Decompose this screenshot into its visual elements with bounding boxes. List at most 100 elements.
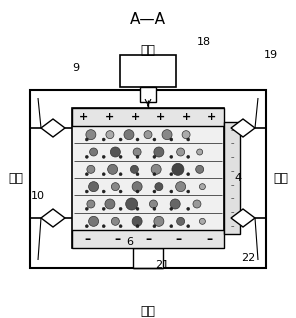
Bar — [224, 122, 240, 234]
Circle shape — [85, 225, 88, 228]
Text: –: – — [230, 168, 234, 174]
Text: +: + — [131, 112, 140, 122]
Circle shape — [170, 225, 173, 228]
Circle shape — [153, 138, 156, 141]
Circle shape — [111, 217, 119, 225]
Circle shape — [119, 173, 122, 176]
Bar — [72, 230, 224, 248]
Circle shape — [187, 190, 190, 193]
Text: +: + — [182, 112, 191, 122]
Circle shape — [136, 156, 139, 158]
Circle shape — [119, 225, 122, 228]
Circle shape — [170, 173, 173, 176]
Circle shape — [144, 131, 152, 139]
Polygon shape — [41, 119, 65, 137]
Circle shape — [102, 173, 105, 176]
Text: –: – — [230, 223, 234, 229]
Circle shape — [187, 173, 190, 176]
Circle shape — [170, 190, 173, 193]
Circle shape — [154, 147, 164, 157]
Text: –: – — [206, 232, 212, 245]
Circle shape — [85, 190, 88, 193]
Bar — [120, 55, 176, 87]
Circle shape — [162, 130, 172, 140]
Circle shape — [151, 164, 161, 174]
Text: –: – — [230, 182, 234, 188]
Text: 右侧: 右侧 — [273, 171, 288, 184]
Circle shape — [136, 207, 139, 210]
Circle shape — [187, 225, 190, 228]
Circle shape — [136, 225, 139, 228]
Circle shape — [89, 216, 99, 226]
Text: 19: 19 — [264, 50, 278, 60]
Circle shape — [200, 218, 205, 224]
Circle shape — [177, 217, 185, 225]
Text: 前侧: 前侧 — [141, 305, 155, 318]
Circle shape — [149, 200, 157, 208]
Text: 4: 4 — [234, 173, 242, 183]
Circle shape — [153, 207, 156, 210]
Circle shape — [170, 156, 173, 158]
Text: 6: 6 — [126, 237, 133, 247]
Circle shape — [155, 183, 163, 191]
Text: –: – — [230, 141, 234, 147]
Circle shape — [136, 138, 139, 141]
Circle shape — [153, 190, 156, 193]
Circle shape — [89, 182, 99, 192]
Circle shape — [133, 148, 141, 156]
Circle shape — [177, 148, 185, 156]
Circle shape — [196, 165, 204, 173]
Circle shape — [170, 138, 173, 141]
Circle shape — [110, 147, 120, 157]
Text: +: + — [156, 112, 165, 122]
Text: +: + — [105, 112, 114, 122]
Circle shape — [153, 156, 156, 158]
Text: 18: 18 — [197, 37, 211, 47]
Text: 22: 22 — [241, 253, 255, 263]
Circle shape — [119, 207, 122, 210]
Text: –: – — [230, 196, 234, 202]
Circle shape — [85, 156, 88, 158]
Text: –: – — [230, 155, 234, 160]
Circle shape — [136, 173, 139, 176]
Circle shape — [172, 163, 184, 175]
Text: –: – — [230, 127, 234, 133]
Circle shape — [119, 190, 122, 193]
Circle shape — [132, 216, 142, 226]
Text: A—A: A—A — [130, 12, 166, 27]
Circle shape — [176, 182, 186, 192]
Circle shape — [132, 182, 142, 192]
Circle shape — [182, 131, 190, 139]
Circle shape — [106, 131, 114, 139]
Text: 9: 9 — [73, 63, 80, 73]
Circle shape — [170, 207, 173, 210]
Text: 后侧: 后侧 — [141, 44, 155, 57]
Bar — [133, 248, 163, 268]
Text: +: + — [79, 112, 89, 122]
Circle shape — [187, 156, 190, 158]
Circle shape — [102, 207, 105, 210]
Text: –: – — [176, 232, 181, 245]
Circle shape — [90, 148, 98, 156]
Circle shape — [87, 200, 95, 208]
Circle shape — [200, 184, 205, 190]
Circle shape — [119, 156, 122, 158]
Circle shape — [102, 225, 105, 228]
Circle shape — [85, 138, 88, 141]
Circle shape — [153, 173, 156, 176]
Circle shape — [85, 173, 88, 176]
Circle shape — [193, 200, 201, 208]
Polygon shape — [231, 209, 255, 227]
Circle shape — [105, 199, 115, 209]
Circle shape — [102, 190, 105, 193]
Bar — [72, 108, 224, 126]
Circle shape — [187, 138, 190, 141]
Text: –: – — [115, 232, 120, 245]
Text: –: – — [230, 209, 234, 215]
Text: +: + — [207, 112, 217, 122]
Circle shape — [111, 183, 119, 191]
Text: 10: 10 — [31, 191, 45, 201]
Text: –: – — [145, 232, 151, 245]
Circle shape — [153, 225, 156, 228]
Circle shape — [126, 198, 138, 210]
